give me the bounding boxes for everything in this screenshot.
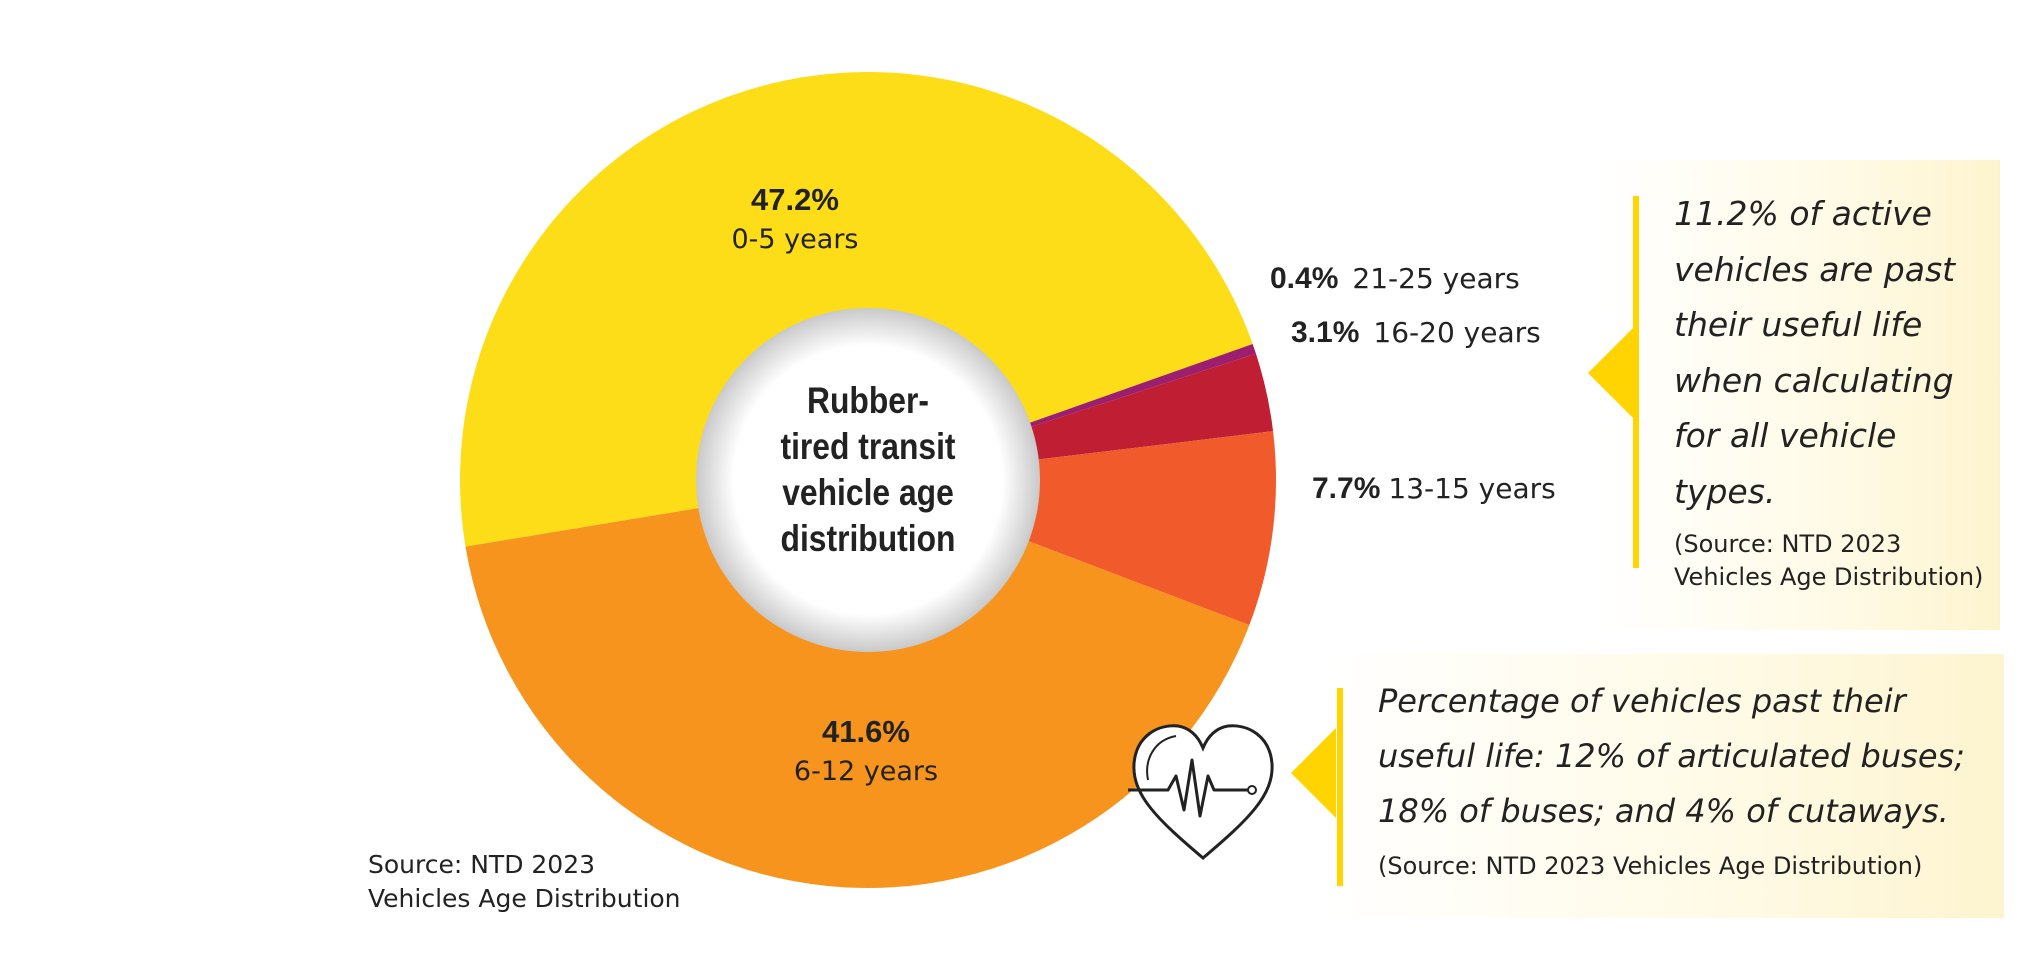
slice-category-0-5-years: 0-5 years xyxy=(731,224,859,255)
slice-value-16-20-years: 3.1% xyxy=(1291,316,1360,349)
callout-accent-bar xyxy=(1337,688,1343,886)
chart-source-line-1: Source: NTD 2023 xyxy=(368,850,596,879)
callout-accent-bar xyxy=(1633,196,1639,568)
slice-value-6-12-years: 41.6% xyxy=(822,714,910,749)
callout-source-line-2: Vehicles Age Distribution) xyxy=(1674,563,1984,591)
donut-hole xyxy=(696,308,1040,652)
callout-source: (Source: NTD 2023 Vehicles Age Distribut… xyxy=(1674,528,1983,594)
callout-useful-life-all: 11.2% of active vehicles are past their … xyxy=(1588,160,2000,630)
callout-arrow xyxy=(1291,728,1336,818)
callout-text: Percentage of vehicles past their useful… xyxy=(1378,682,1965,830)
chart-title: Rubber- tired transit vehicle age distri… xyxy=(780,380,956,559)
slice-label-21-25-years: 0.4% 21-25 years xyxy=(1270,262,1520,296)
slice-value-0-5-years: 47.2% xyxy=(751,182,839,217)
callout-source: (Source: NTD 2023 Vehicles Age Distribut… xyxy=(1378,852,1923,880)
slice-label-6-12-years: 41.6% 6-12 years xyxy=(756,712,976,792)
slice-label-16-20-years: 3.1% 16-20 years xyxy=(1291,316,1541,350)
callout-useful-life-by-type: Percentage of vehicles past their useful… xyxy=(1291,654,2004,918)
chart-source: Source: NTD 2023 Vehicles Age Distributi… xyxy=(368,848,681,916)
heartbeat-heart-icon xyxy=(1128,724,1274,860)
slice-label-0-5-years: 47.2% 0-5 years xyxy=(695,180,895,260)
slice-category-21-25-years: 21-25 years xyxy=(1352,262,1520,295)
slice-category-6-12-years: 6-12 years xyxy=(793,756,939,787)
pie-slice-6-12-years xyxy=(465,480,1250,889)
slice-value-21-25-years: 0.4% xyxy=(1270,262,1339,295)
slice-value-13-15-years: 7.7% xyxy=(1312,472,1381,505)
slice-label-13-15-years: 7.7% 13-15 years xyxy=(1312,472,1556,506)
callout-arrow xyxy=(1588,328,1633,418)
slice-category-16-20-years: 16-20 years xyxy=(1373,316,1541,349)
callout-text: 11.2% of active vehicles are past their … xyxy=(1674,194,1956,511)
chart-source-line-2: Vehicles Age Distribution xyxy=(368,884,681,913)
slice-category-13-15-years: 13-15 years xyxy=(1388,472,1556,505)
callout-source-line-1: (Source: NTD 2023 xyxy=(1674,530,1902,558)
